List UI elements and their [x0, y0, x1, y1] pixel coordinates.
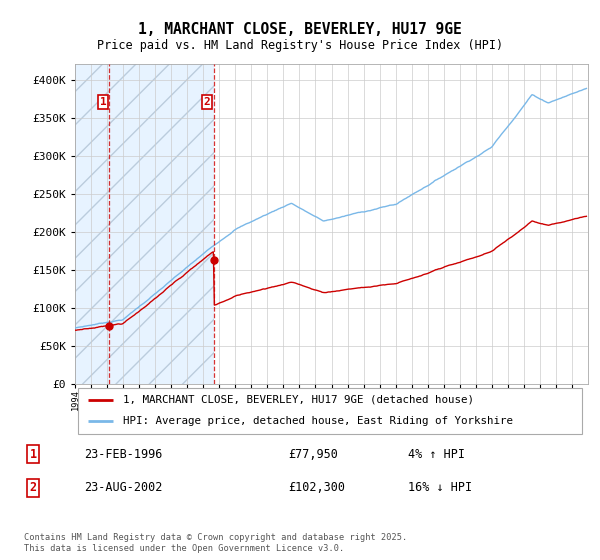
Text: Price paid vs. HM Land Registry's House Price Index (HPI): Price paid vs. HM Land Registry's House …: [97, 39, 503, 53]
Bar: [75, 64, 214, 384]
Text: 4% ↑ HPI: 4% ↑ HPI: [408, 447, 465, 460]
Text: 23-AUG-2002: 23-AUG-2002: [84, 481, 163, 494]
Text: £77,950: £77,950: [288, 447, 338, 460]
FancyBboxPatch shape: [78, 388, 582, 434]
Text: 16% ↓ HPI: 16% ↓ HPI: [408, 481, 472, 494]
Text: 1: 1: [100, 97, 106, 108]
Text: Contains HM Land Registry data © Crown copyright and database right 2025.
This d: Contains HM Land Registry data © Crown c…: [24, 533, 407, 553]
Text: 1, MARCHANT CLOSE, BEVERLEY, HU17 9GE (detached house): 1, MARCHANT CLOSE, BEVERLEY, HU17 9GE (d…: [124, 395, 475, 404]
Text: 2: 2: [204, 97, 211, 108]
Text: £102,300: £102,300: [288, 481, 345, 494]
Text: 23-FEB-1996: 23-FEB-1996: [84, 447, 163, 460]
Text: 1, MARCHANT CLOSE, BEVERLEY, HU17 9GE: 1, MARCHANT CLOSE, BEVERLEY, HU17 9GE: [138, 22, 462, 36]
Text: HPI: Average price, detached house, East Riding of Yorkshire: HPI: Average price, detached house, East…: [124, 416, 514, 426]
Text: 2: 2: [29, 481, 37, 494]
Text: 1: 1: [29, 447, 37, 460]
